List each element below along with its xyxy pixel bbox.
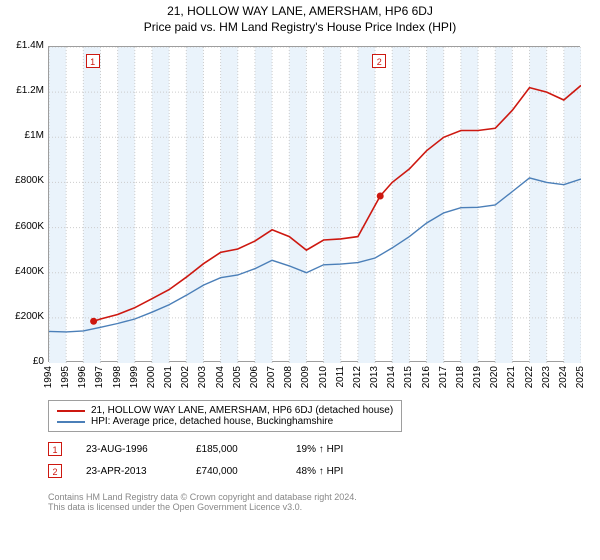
legend: 21, HOLLOW WAY LANE, AMERSHAM, HP6 6DJ (… <box>48 400 402 432</box>
sale-index-box: 1 <box>48 442 62 456</box>
x-tick-label: 2019 <box>472 366 483 388</box>
legend-label: 21, HOLLOW WAY LANE, AMERSHAM, HP6 6DJ (… <box>91 405 393 416</box>
sale-index-box: 2 <box>48 464 62 478</box>
chart-subtitle: Price paid vs. HM Land Registry's House … <box>0 20 600 34</box>
x-tick-label: 1997 <box>94 366 105 388</box>
y-tick-label: £400K <box>6 266 44 277</box>
sale-date: 23-AUG-1996 <box>86 444 196 455</box>
y-tick-label: £200K <box>6 311 44 322</box>
x-tick-label: 2006 <box>249 366 260 388</box>
x-tick-label: 2020 <box>489 366 500 388</box>
x-tick-label: 2004 <box>215 366 226 388</box>
legend-label: HPI: Average price, detached house, Buck… <box>91 416 333 427</box>
x-tick-label: 2014 <box>386 366 397 388</box>
legend-item: 21, HOLLOW WAY LANE, AMERSHAM, HP6 6DJ (… <box>57 405 393 416</box>
x-tick-label: 2013 <box>369 366 380 388</box>
x-tick-label: 2021 <box>506 366 517 388</box>
x-tick-label: 2007 <box>266 366 277 388</box>
legend-item: HPI: Average price, detached house, Buck… <box>57 416 393 427</box>
x-tick-label: 2025 <box>575 366 586 388</box>
x-tick-label: 1994 <box>43 366 54 388</box>
y-tick-label: £800K <box>6 175 44 186</box>
x-tick-label: 2012 <box>352 366 363 388</box>
x-tick-label: 2008 <box>283 366 294 388</box>
x-tick-label: 2002 <box>180 366 191 388</box>
x-tick-label: 2011 <box>335 366 346 388</box>
x-tick-label: 2009 <box>300 366 311 388</box>
x-tick-label: 2022 <box>524 366 535 388</box>
sales-table: 1 23-AUG-1996£185,00019% ↑ HPI 2 23-APR-201… <box>48 442 343 486</box>
legend-swatch <box>57 410 85 412</box>
y-tick-label: £1.2M <box>6 85 44 96</box>
sale-marker-tag: 2 <box>372 54 386 68</box>
sale-price: £185,000 <box>196 444 296 455</box>
x-tick-label: 2023 <box>541 366 552 388</box>
x-tick-label: 2015 <box>403 366 414 388</box>
x-tick-label: 2010 <box>318 366 329 388</box>
sale-delta: 48% ↑ HPI <box>296 466 343 477</box>
y-tick-label: £1.4M <box>6 40 44 51</box>
figure-root: 21, HOLLOW WAY LANE, AMERSHAM, HP6 6DJ P… <box>0 0 600 560</box>
x-tick-label: 2024 <box>558 366 569 388</box>
chart-plot-area <box>48 46 580 362</box>
x-tick-label: 2000 <box>146 366 157 388</box>
credit-text: Contains HM Land Registry data © Crown c… <box>48 492 357 512</box>
chart-title: 21, HOLLOW WAY LANE, AMERSHAM, HP6 6DJ <box>0 4 600 18</box>
sale-delta: 19% ↑ HPI <box>296 444 343 455</box>
x-tick-label: 2018 <box>455 366 466 388</box>
y-tick-label: £600K <box>6 221 44 232</box>
x-tick-label: 2017 <box>438 366 449 388</box>
sale-row: 2 23-APR-2013£740,00048% ↑ HPI <box>48 464 343 486</box>
x-tick-label: 2005 <box>232 366 243 388</box>
legend-swatch <box>57 421 85 423</box>
x-tick-label: 2001 <box>163 366 174 388</box>
x-tick-label: 1996 <box>77 366 88 388</box>
chart-svg <box>49 47 581 363</box>
title-block: 21, HOLLOW WAY LANE, AMERSHAM, HP6 6DJ P… <box>0 0 600 34</box>
sale-date: 23-APR-2013 <box>86 466 196 477</box>
x-tick-label: 2016 <box>421 366 432 388</box>
x-tick-label: 1998 <box>112 366 123 388</box>
y-tick-label: £0 <box>6 356 44 367</box>
x-tick-label: 2003 <box>197 366 208 388</box>
credit-line-2: This data is licensed under the Open Gov… <box>48 502 357 512</box>
y-tick-label: £1M <box>6 130 44 141</box>
x-tick-label: 1995 <box>60 366 71 388</box>
sale-price: £740,000 <box>196 466 296 477</box>
sale-marker-tag: 1 <box>86 54 100 68</box>
sale-row: 1 23-AUG-1996£185,00019% ↑ HPI <box>48 442 343 464</box>
credit-line-1: Contains HM Land Registry data © Crown c… <box>48 492 357 502</box>
x-tick-label: 1999 <box>129 366 140 388</box>
